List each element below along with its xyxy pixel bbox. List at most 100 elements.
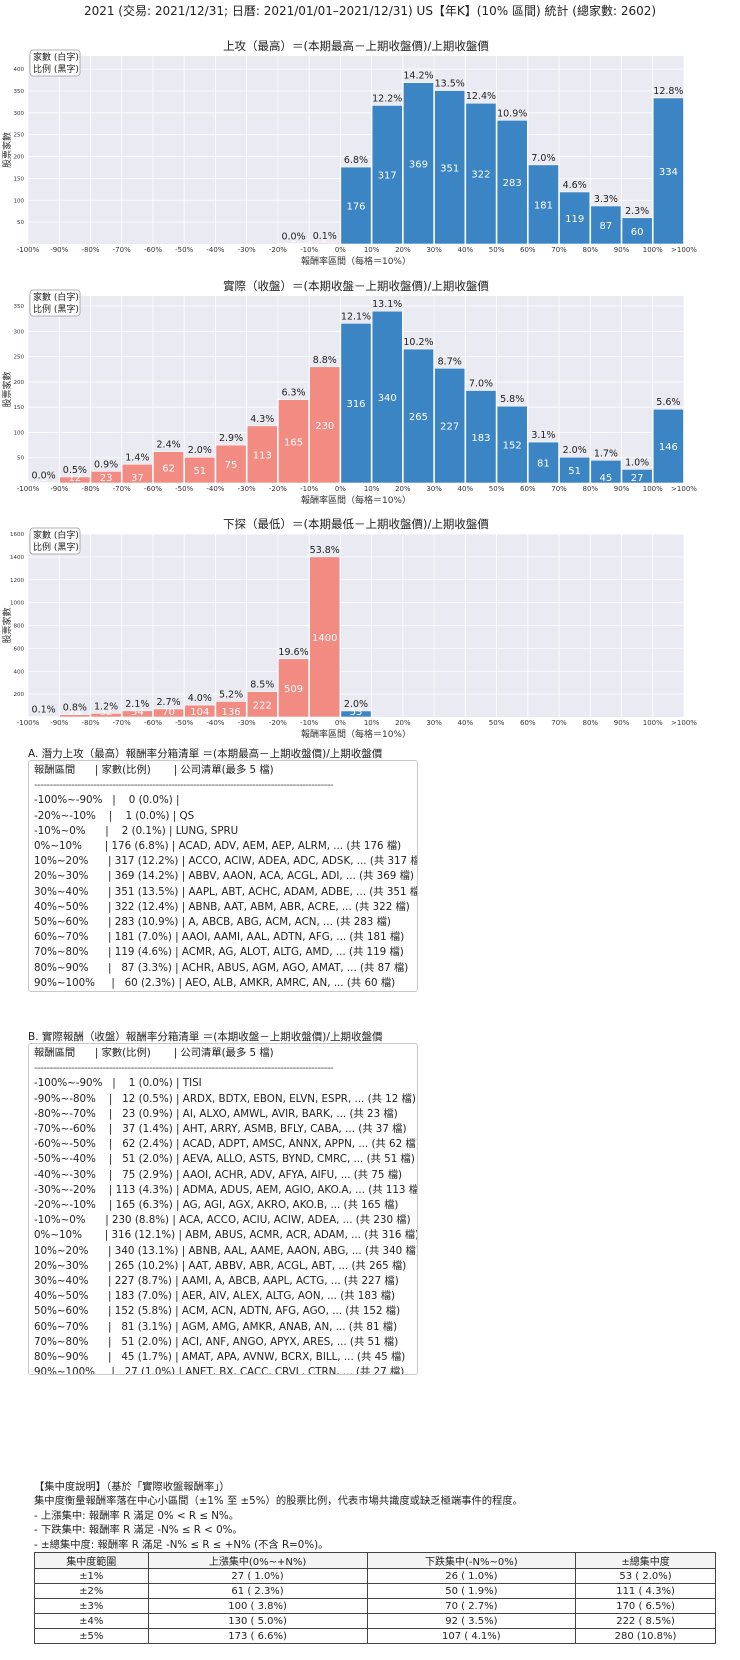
histogram-bar bbox=[153, 451, 184, 484]
list-row: -90%~-80% | 12 (0.5%) | ARDX, BDTX, EBON… bbox=[34, 1092, 416, 1105]
x-tick-label: -100% bbox=[17, 719, 40, 727]
x-tick-label: >100% bbox=[671, 485, 697, 493]
bar-percent-label: 12.4% bbox=[466, 91, 496, 102]
list-row: 80%~90% | 87 (3.3%) | ACHR, ABUS, AGM, A… bbox=[34, 961, 409, 974]
x-tick-label: -10% bbox=[300, 485, 318, 493]
x-tick-label: 50% bbox=[489, 719, 505, 727]
bar-count-label: 317 bbox=[378, 171, 397, 182]
x-tick-label: >100% bbox=[671, 246, 697, 254]
bar-count-label: 509 bbox=[284, 684, 303, 695]
x-tick-label: 20% bbox=[395, 246, 411, 254]
x-tick-label: -50% bbox=[175, 246, 193, 254]
x-tick-label: -60% bbox=[144, 485, 162, 493]
bar-count-label: 27 bbox=[631, 473, 644, 484]
bar-count-label: 1 bbox=[290, 234, 296, 245]
table-cell: 26 ( 1.0%) bbox=[366, 1568, 577, 1584]
concentration-line: - 上漲集中: 報酬率 R 滿足 0% < R ≤ N%。 bbox=[34, 1509, 239, 1522]
concentration-line: - ±總集中度: 報酬率 R 滿足 -N% ≤ R ≤ +N% (不含 R=0%… bbox=[34, 1538, 329, 1551]
bar-percent-label: 5.2% bbox=[219, 689, 243, 700]
histogram-bar bbox=[153, 708, 184, 718]
table-row: ±4% 130 ( 5.0%) 92 ( 3.5%) 222 ( 8.5%) bbox=[34, 1613, 716, 1629]
histogram-bar bbox=[278, 399, 309, 484]
histogram-bar bbox=[434, 90, 466, 245]
bar-percent-label: 4.0% bbox=[188, 693, 212, 704]
legend-count-label: 家數 (白字) bbox=[33, 51, 79, 63]
x-tick-label: 0% bbox=[335, 246, 346, 254]
bar-count-label: 265 bbox=[409, 412, 428, 423]
histogram-bar bbox=[590, 205, 622, 245]
x-tick-label: 50% bbox=[489, 246, 505, 254]
x-tick-label: -80% bbox=[81, 719, 99, 727]
histogram-bar bbox=[403, 82, 434, 245]
x-tick-label: -10% bbox=[300, 246, 318, 254]
bar-percent-label: 0.9% bbox=[94, 459, 118, 470]
histogram-bar bbox=[371, 105, 403, 245]
table-cell: 50 ( 1.9%) bbox=[366, 1583, 577, 1599]
x-tick-label: 90% bbox=[614, 719, 630, 727]
histogram-bar bbox=[309, 556, 341, 718]
x-tick-label: -80% bbox=[81, 246, 99, 254]
y-tick-label: 600 bbox=[14, 646, 25, 652]
bar-percent-label: 2.3% bbox=[625, 206, 649, 217]
bar-count-label: 334 bbox=[659, 167, 678, 178]
bar-count-label: 136 bbox=[222, 707, 241, 718]
legend-ratio-label: 比例 (黑字) bbox=[33, 63, 79, 75]
x-tick-label: -80% bbox=[81, 485, 99, 493]
y-tick-label: 350 bbox=[14, 304, 25, 310]
x-tick-label: 60% bbox=[520, 719, 536, 727]
bar-count-label: 75 bbox=[225, 460, 238, 471]
y-tick-label: 350 bbox=[14, 89, 25, 95]
bar-count-label: 1400 bbox=[312, 633, 337, 644]
table-cell: ±1% bbox=[34, 1568, 149, 1584]
list-separator: ----------------------------------------… bbox=[34, 1062, 334, 1075]
histogram-bar bbox=[465, 390, 497, 484]
table-cell: 170 ( 6.5%) bbox=[575, 1598, 716, 1614]
histogram-bar bbox=[340, 710, 372, 718]
histogram-bar bbox=[559, 191, 591, 245]
bar-percent-label: 0.5% bbox=[63, 465, 87, 476]
bar-count-label: 146 bbox=[659, 442, 678, 453]
list-a-title: A. 潛力上攻（最高）報酬率分箱清單 ＝(本期最高－上期收盤價)/上期收盤價 bbox=[28, 748, 383, 760]
chart-title: 實際（收盤）＝(本期收盤－上期收盤價)/上期收盤價 bbox=[223, 279, 489, 293]
x-tick-label: -20% bbox=[269, 485, 287, 493]
bar-percent-label: 6.3% bbox=[281, 388, 305, 399]
concentration-description: 【集中度說明】（基於「實際收盤報酬率」） 集中度衡量報酬率落在中心小區間（±1% … bbox=[34, 1480, 523, 1552]
x-tick-label: 60% bbox=[520, 246, 536, 254]
bar-percent-label: 2.9% bbox=[219, 433, 243, 444]
histogram-bar bbox=[215, 701, 247, 718]
list-header: 報酬區間 | 家數(比例) | 公司清單(最多 5 檔) bbox=[34, 1047, 274, 1059]
table-cell: 27 ( 1.0%) bbox=[147, 1568, 368, 1584]
x-tick-label: -50% bbox=[175, 485, 193, 493]
bar-percent-label: 8.7% bbox=[438, 356, 462, 367]
bar-count-label: 1 bbox=[40, 473, 46, 484]
list-row: -60%~-50% | 62 (2.4%) | ACAD, ADPT, AMSC… bbox=[34, 1138, 418, 1151]
bar-percent-label: 3.1% bbox=[531, 430, 555, 441]
bar-percent-label: 2.0% bbox=[344, 699, 368, 710]
bar-percent-label: 4.6% bbox=[563, 180, 587, 191]
bar-count-label: 104 bbox=[190, 707, 209, 718]
histogram-bar bbox=[559, 456, 591, 484]
x-tick-label: -100% bbox=[17, 485, 40, 493]
histogram-bar bbox=[434, 367, 466, 484]
table-row: ±2% 61 ( 2.3%) 50 ( 1.9%) 111 ( 4.3%) bbox=[34, 1583, 716, 1599]
table-cell: 222 ( 8.5%) bbox=[575, 1613, 716, 1629]
histogram-bar bbox=[121, 710, 153, 718]
bar-count-label: 119 bbox=[565, 214, 584, 225]
list-row: 10%~20% | 340 (13.1%) | ABNB, AAL, AAME,… bbox=[34, 1244, 418, 1257]
histogram-bar bbox=[90, 471, 122, 484]
histogram-bar bbox=[340, 322, 372, 484]
table-cell: 107 ( 4.1%) bbox=[366, 1628, 577, 1644]
legend-ratio-label: 比例 (黑字) bbox=[33, 541, 79, 553]
x-tick-label: 10% bbox=[364, 719, 380, 727]
list-row: -70%~-60% | 37 (1.4%) | AHT, ARRY, ASMB,… bbox=[34, 1123, 407, 1136]
y-tick-label: 250 bbox=[14, 133, 25, 139]
legend-ratio-label: 比例 (黑字) bbox=[33, 303, 79, 315]
x-tick-label: 40% bbox=[458, 485, 474, 493]
bar-count-label: 87 bbox=[600, 221, 613, 232]
y-tick-label: 300 bbox=[14, 329, 25, 335]
table-cell: ±3% bbox=[34, 1598, 149, 1614]
x-tick-label: -90% bbox=[50, 485, 68, 493]
concentration-table: 集中度範圍 上漲集中(0%~+N%) 下跌集中(-N%~0%) ±總集中度 ±1% 27 … bbox=[34, 1552, 716, 1644]
x-tick-label: 0% bbox=[335, 719, 346, 727]
x-tick-label: -70% bbox=[113, 246, 131, 254]
